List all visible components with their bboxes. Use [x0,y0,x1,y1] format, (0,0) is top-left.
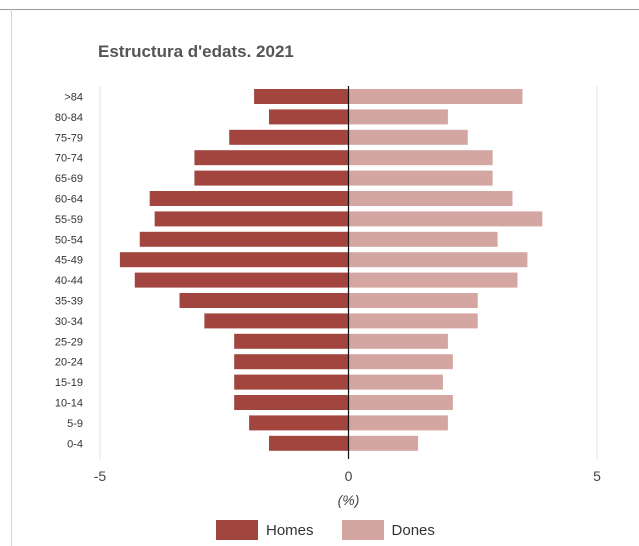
y-tick-label: 60-64 [55,194,83,206]
bar-homes-13 [234,354,349,370]
legend-swatch-homes [216,520,258,540]
y-tick-label: 20-24 [55,357,83,369]
bar-dones-3 [348,150,493,166]
bar-dones-4 [348,170,493,186]
bar-homes-8 [119,252,349,268]
bar-dones-16 [348,415,448,431]
y-tick-label: 40-44 [55,275,83,287]
bar-homes-9 [134,272,349,288]
y-tick-label: 50-54 [55,234,83,246]
bar-dones-7 [348,231,498,247]
x-tick-label: 5 [593,468,601,484]
y-tick-label: 65-69 [55,173,83,185]
bar-dones-9 [348,272,518,288]
bar-dones-13 [348,354,453,370]
y-tick-label: 15-19 [55,377,83,389]
y-tick-label: 30-34 [55,316,83,328]
bar-homes-14 [234,374,349,390]
y-tick-label: 70-74 [55,153,83,165]
y-tick-label: 35-39 [55,296,83,308]
bar-homes-0 [254,89,349,104]
y-tick-label: 10-14 [55,398,83,410]
bar-homes-6 [154,211,349,227]
bar-homes-16 [249,415,349,431]
y-tick-label: 45-49 [55,255,83,267]
bar-dones-15 [348,395,453,410]
bar-homes-1 [268,109,349,125]
bar-dones-12 [348,333,448,349]
bar-dones-11 [348,313,478,329]
y-tick-label: >84 [64,92,83,104]
bar-homes-11 [204,313,349,329]
bar-homes-17 [268,435,349,451]
chart-title: Estructura d'edats. 2021 [98,42,294,61]
bar-dones-17 [348,435,419,451]
legend-label-dones: Dones [391,521,435,539]
x-axis-label: (%) [338,492,360,508]
bar-dones-1 [348,109,448,125]
bar-homes-7 [139,231,349,247]
bar-homes-2 [229,129,349,145]
bar-dones-5 [348,191,513,206]
bar-dones-14 [348,374,443,390]
y-tick-label: 80-84 [55,112,83,124]
x-tick-label: 0 [345,468,353,484]
y-tick-label: 55-59 [55,214,83,226]
bar-dones-0 [348,89,523,104]
y-tick-label: 5-9 [67,418,83,430]
left-border [11,9,12,546]
legend-item-dones[interactable]: Dones [341,520,435,540]
bar-dones-6 [348,211,543,227]
legend-label-homes: Homes [266,521,314,539]
bar-homes-15 [234,395,349,410]
legend-item-homes[interactable]: Homes [216,520,314,540]
bar-dones-8 [348,252,528,268]
legend: Homes Dones [216,519,463,541]
bar-homes-10 [179,293,349,308]
bar-homes-3 [194,150,349,166]
bar-homes-5 [149,191,349,206]
legend-swatch-dones [341,520,384,540]
y-tick-label: 25-29 [55,336,83,348]
bar-dones-2 [348,129,468,145]
bar-homes-4 [194,170,349,186]
bar-homes-12 [234,333,349,349]
y-tick-label: 75-79 [55,132,83,144]
bar-dones-10 [348,293,478,308]
y-tick-label: 0-4 [67,438,83,450]
x-tick-label: -5 [94,468,107,484]
top-border [0,9,639,10]
